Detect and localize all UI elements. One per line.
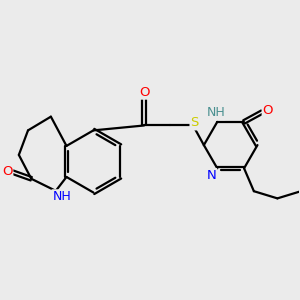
Text: O: O [263, 104, 273, 117]
Text: NH: NH [206, 106, 225, 119]
Text: S: S [190, 116, 199, 129]
Text: O: O [139, 85, 149, 99]
Text: O: O [2, 165, 12, 178]
Text: N: N [206, 169, 216, 182]
Text: NH: NH [52, 190, 71, 203]
